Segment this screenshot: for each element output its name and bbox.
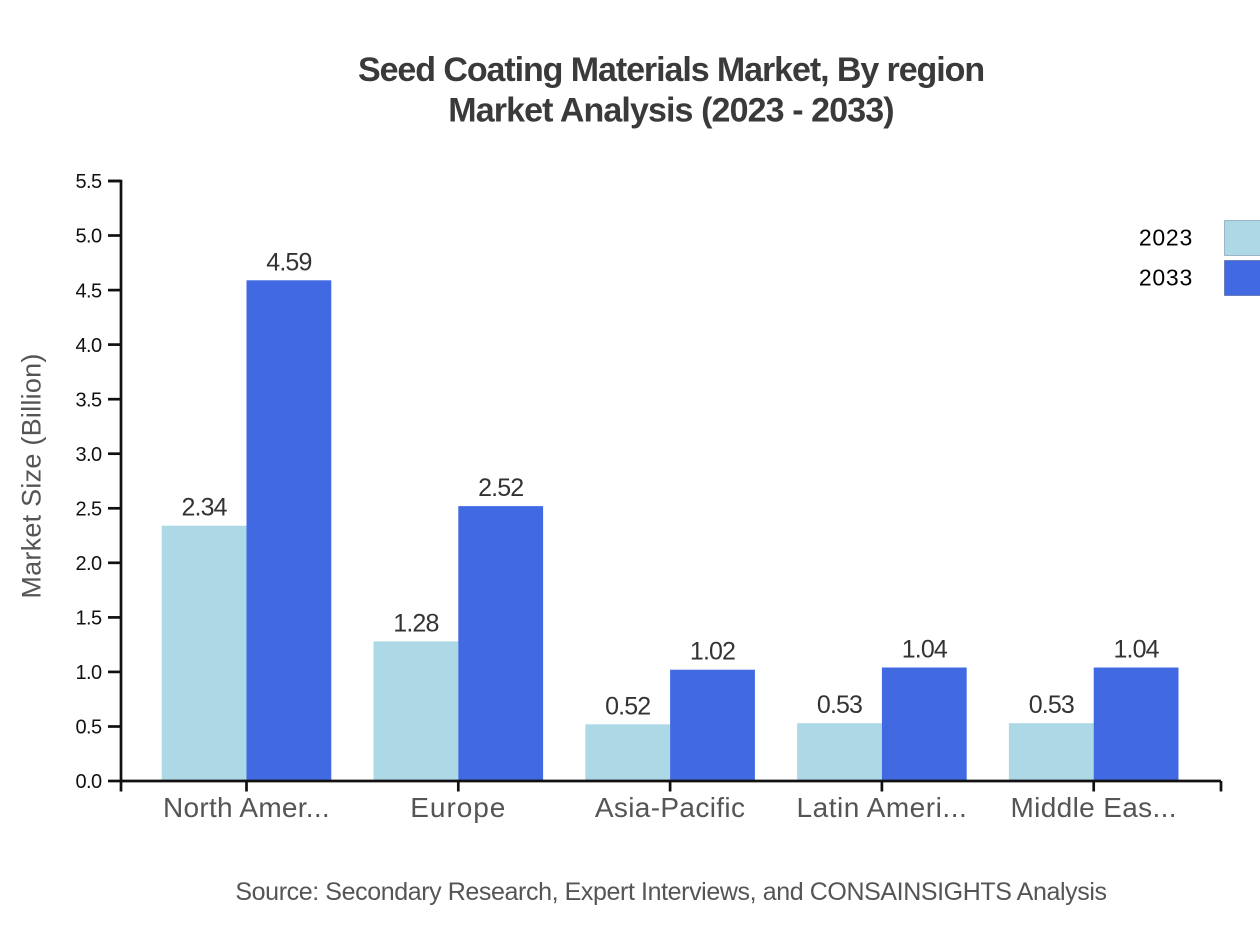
svg-text:1.0: 1.0 — [75, 662, 101, 684]
svg-text:2.0: 2.0 — [75, 553, 101, 575]
svg-text:2023: 2023 — [1139, 225, 1193, 251]
svg-text:2033: 2033 — [1139, 265, 1193, 291]
svg-text:3.0: 3.0 — [75, 444, 101, 466]
svg-text:5.5: 5.5 — [75, 171, 101, 193]
svg-text:0.53: 0.53 — [817, 691, 862, 719]
svg-text:4.59: 4.59 — [266, 248, 311, 276]
svg-text:0.53: 0.53 — [1029, 691, 1074, 719]
svg-text:North Amer...: North Amer... — [163, 792, 330, 823]
svg-text:2.5: 2.5 — [75, 499, 101, 521]
svg-text:3.5: 3.5 — [75, 389, 101, 411]
svg-text:4.0: 4.0 — [75, 335, 101, 357]
svg-text:1.28: 1.28 — [393, 609, 438, 637]
svg-text:Market Size (Billion): Market Size (Billion) — [17, 353, 47, 598]
svg-text:1.02: 1.02 — [690, 638, 735, 666]
svg-text:2.52: 2.52 — [478, 474, 523, 502]
svg-text:5.0: 5.0 — [75, 226, 101, 248]
svg-text:1.5: 1.5 — [75, 608, 101, 630]
svg-text:Latin Ameri...: Latin Ameri... — [796, 792, 967, 823]
svg-text:Europe: Europe — [410, 792, 506, 823]
svg-text:Source: Secondary Research, Ex: Source: Secondary Research, Expert Inter… — [235, 878, 1106, 906]
svg-text:0.5: 0.5 — [75, 717, 101, 739]
svg-text:1.04: 1.04 — [1114, 636, 1160, 664]
svg-text:Market Analysis (2023 - 2033): Market Analysis (2023 - 2033) — [448, 91, 893, 129]
svg-text:4.5: 4.5 — [75, 280, 101, 302]
svg-text:Middle Eas...: Middle Eas... — [1010, 792, 1176, 823]
svg-text:Asia-Pacific: Asia-Pacific — [595, 792, 745, 823]
svg-text:Seed Coating Materials Market,: Seed Coating Materials Market, By region — [358, 51, 984, 89]
svg-text:0.52: 0.52 — [605, 692, 650, 720]
svg-text:0.0: 0.0 — [75, 771, 101, 793]
svg-text:2.34: 2.34 — [182, 494, 228, 522]
svg-text:1.04: 1.04 — [902, 636, 948, 664]
